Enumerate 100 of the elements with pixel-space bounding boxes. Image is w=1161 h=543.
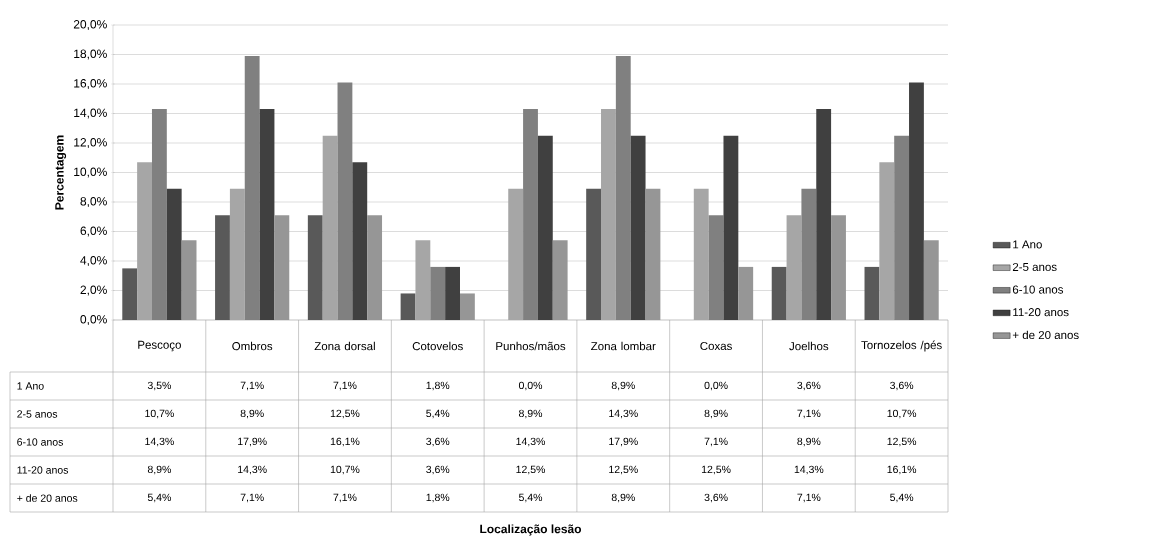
data-label: 8,9% (611, 493, 635, 503)
bar (259, 109, 275, 320)
x-tick-label: Punhos/mãos (496, 341, 566, 351)
bar (801, 188, 817, 320)
bar (894, 135, 910, 320)
data-label: 7,1% (797, 409, 821, 419)
bar (771, 266, 787, 320)
data-label: 3,6% (426, 465, 450, 475)
x-tick-label: Tornozelos /pés (861, 340, 942, 352)
data-label: 7,1% (704, 437, 728, 447)
bar (738, 266, 754, 320)
data-label: 3,6% (426, 437, 450, 447)
y-tick-label: 18,0% (74, 49, 107, 60)
y-tick-label: 2,0% (80, 285, 107, 296)
bar (445, 266, 460, 320)
data-label: 10,7% (887, 409, 917, 419)
bar (352, 162, 368, 320)
data-label: 16,1% (330, 437, 360, 447)
data-label: 7,1% (333, 493, 357, 503)
data-label: 1,8% (426, 493, 450, 503)
bar (586, 188, 602, 320)
bar (615, 55, 631, 320)
data-label: 12,5% (516, 465, 546, 475)
data-label: 12,5% (330, 409, 360, 419)
legend-label: + de 20 anos (1012, 330, 1079, 340)
data-label: 7,1% (240, 381, 264, 391)
data-label: 3,6% (797, 381, 821, 391)
data-label: 3,6% (704, 493, 728, 503)
data-label: 10,7% (330, 465, 360, 475)
data-label: 17,9% (238, 437, 267, 447)
bar (523, 109, 538, 320)
bar (645, 188, 661, 320)
data-label: 12,5% (609, 465, 638, 475)
data-label: 14,3% (145, 437, 174, 447)
bar (537, 135, 553, 320)
legend-label: 11-20 anos (1013, 308, 1069, 317)
bar (307, 215, 323, 320)
data-label: 14,3% (794, 465, 824, 475)
data-label: 14,3% (238, 465, 267, 475)
y-tick-label: 4,0% (80, 256, 107, 266)
data-label: 7,1% (797, 493, 821, 503)
y-tick-label: 10,0% (74, 167, 107, 178)
legend-label: 1 Ano (1013, 240, 1042, 249)
bar (274, 215, 290, 320)
y-axis-title: Percentagem (55, 135, 67, 210)
data-label: 8,9% (240, 409, 264, 419)
x-tick-label: Cotovelos (412, 341, 463, 351)
text: 6-10 anos (17, 438, 64, 446)
bar (400, 293, 416, 320)
y-tick-label: 20,0% (73, 20, 107, 30)
bar (708, 215, 724, 320)
y-tick-label: 8,0% (80, 197, 107, 207)
data-label: 8,9% (611, 381, 635, 391)
x-tick-label: Joelhos (789, 341, 829, 351)
y-tick-label: 6,0% (80, 226, 107, 237)
data-label: 10,7% (145, 409, 174, 419)
bar (181, 240, 197, 320)
legend-label: 6-10 anos (1012, 285, 1064, 294)
text: 1 Ano (17, 382, 44, 390)
data-label: 0,0% (518, 381, 543, 391)
text: 2-5 anos (17, 410, 58, 418)
y-tick-label: 12,0% (74, 138, 107, 148)
data-label: 8,9% (147, 465, 171, 475)
bar (337, 82, 353, 320)
bar (166, 188, 182, 320)
bar (816, 109, 832, 320)
bar (723, 135, 739, 320)
x-tick-label: Ombros (232, 341, 273, 351)
bar (367, 215, 383, 320)
data-label: 7,1% (333, 381, 357, 391)
data-label: 12,5% (887, 437, 917, 447)
data-label: 3,5% (147, 381, 171, 391)
bar (630, 135, 646, 320)
bar (122, 268, 138, 320)
data-label: 5,4% (426, 409, 450, 419)
data-label: 5,4% (518, 493, 543, 503)
data-label: 16,1% (887, 465, 917, 475)
data-label: 1,8% (426, 381, 450, 391)
y-tick-label: 0,0% (80, 315, 107, 325)
x-tick-label: Zona dorsal (314, 341, 375, 351)
bar (151, 109, 167, 320)
x-tick-label: Pescoço (138, 340, 181, 352)
bar (831, 215, 846, 320)
data-label: 8,9% (518, 409, 543, 419)
bar (909, 82, 924, 320)
data-label: 12,5% (701, 465, 731, 475)
data-label: 7,1% (240, 493, 264, 503)
bar (430, 266, 446, 320)
data-label: 3,6% (890, 381, 914, 391)
bar (552, 240, 568, 320)
bar (459, 293, 475, 320)
data-label: 0,0% (704, 381, 728, 391)
legend-label: 2-5 anos (1012, 262, 1057, 272)
data-label: 17,9% (609, 437, 638, 447)
bar (864, 266, 880, 320)
data-label: 14,3% (516, 437, 546, 447)
y-tick-label: 14,0% (74, 108, 107, 119)
bar (215, 215, 230, 320)
data-label: 5,4% (890, 493, 914, 503)
text: 11-20 anos (17, 466, 69, 474)
